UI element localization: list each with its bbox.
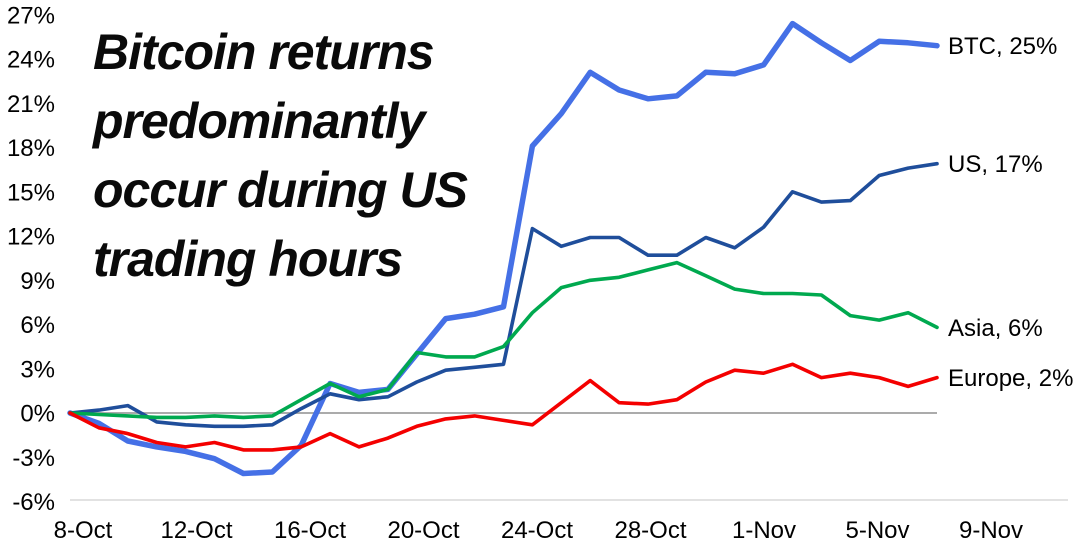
x-axis-label-20-Oct: 20-Oct — [387, 517, 459, 544]
x-axis-label-5-Nov: 5-Nov — [845, 517, 909, 544]
y-axis-label-12%: 12% — [7, 224, 55, 251]
y-axis-label-15%: 15% — [7, 179, 55, 206]
chart-title-line-2: predominantly — [93, 93, 425, 149]
y-axis-label-27%: 27% — [7, 2, 55, 29]
x-axis-label-8-Oct: 8-Oct — [54, 517, 113, 544]
series-line-btc — [67, 20, 940, 477]
x-axis-label-24-Oct: 24-Oct — [501, 517, 573, 544]
y-axis-label-0%: 0% — [20, 401, 55, 428]
y-axis-label-18%: 18% — [7, 135, 55, 162]
series-label-asia: Asia, 6% — [948, 315, 1043, 342]
x-axis-label-9-Nov: 9-Nov — [959, 517, 1023, 544]
series-line-europe — [68, 362, 939, 452]
x-axis-label-16-Oct: 16-Oct — [274, 517, 346, 544]
x-axis-label-28-Oct: 28-Oct — [614, 517, 686, 544]
x-axis-label-12-Oct: 12-Oct — [160, 517, 232, 544]
y-axis-label-24%: 24% — [7, 47, 55, 74]
series-label-europe: Europe, 2% — [948, 365, 1073, 392]
y-axis-label--3%: -3% — [12, 445, 55, 472]
series-line-asia — [68, 260, 939, 420]
y-axis-label-9%: 9% — [20, 268, 55, 295]
y-axis-label--6%: -6% — [12, 489, 55, 516]
chart-title-line-3: occur during US — [93, 162, 468, 218]
chart-title-line-1: Bitcoin returns — [93, 24, 435, 80]
chart-title-line-4: trading hours — [93, 231, 403, 287]
y-axis-label-3%: 3% — [20, 356, 55, 383]
x-axis-label-1-Nov: 1-Nov — [732, 517, 796, 544]
series-label-btc: BTC, 25% — [948, 33, 1057, 60]
y-axis-label-21%: 21% — [7, 91, 55, 118]
y-axis-label-6%: 6% — [20, 312, 55, 339]
series-label-us: US, 17% — [948, 151, 1043, 178]
chart-title: Bitcoin returns predominantly occur duri… — [93, 18, 468, 294]
series-line-us — [68, 161, 939, 429]
